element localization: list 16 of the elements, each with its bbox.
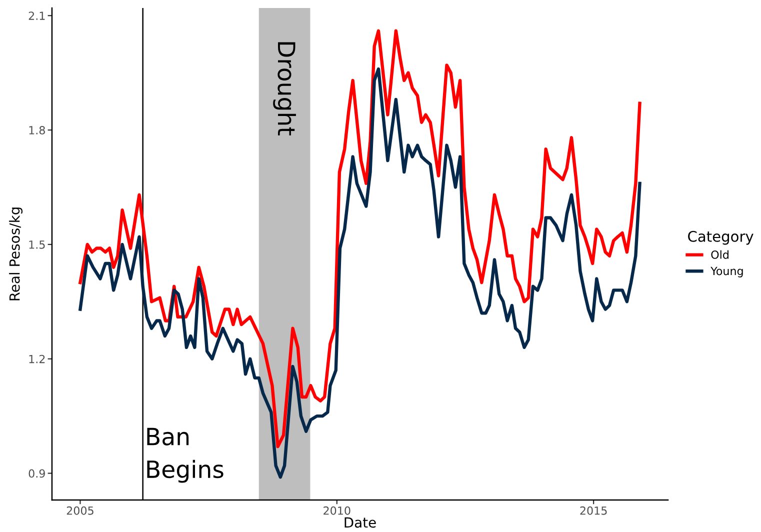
ref-line-label: Ban Begins <box>147 428 224 483</box>
legend-label: Young <box>710 266 743 278</box>
legend-title: Category <box>688 230 754 245</box>
y-tick-label: 1.5 <box>29 240 45 249</box>
legend-label: Old <box>711 250 728 259</box>
y-tick-label: 2.1 <box>28 12 45 20</box>
x-tick-label: 2005 <box>66 506 94 515</box>
line-series <box>78 29 642 448</box>
band-label: Drought <box>273 42 296 136</box>
x-axis-title: Date <box>344 517 376 528</box>
x-tick-label: 2010 <box>324 506 350 515</box>
y-tick-label: 0.9 <box>28 469 45 478</box>
y-tick-label: 1.2 <box>29 354 45 364</box>
y-axis-title: Real Pesos/kg <box>9 208 22 300</box>
x-tick-label: 2015 <box>580 506 607 515</box>
y-tick-label: 1.8 <box>29 126 45 134</box>
